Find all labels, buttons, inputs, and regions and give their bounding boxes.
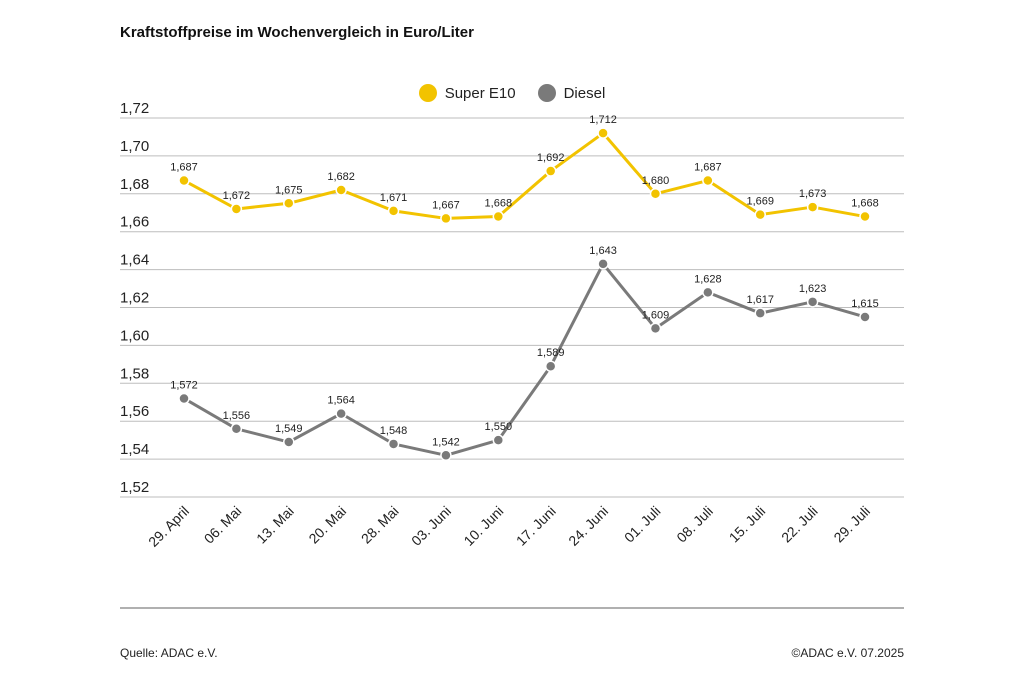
data-point-diesel <box>335 407 347 420</box>
data-label-diesel: 1,548 <box>380 425 408 437</box>
data-label-super-e10: 1,672 <box>223 190 251 202</box>
y-tick-label: 1,60 <box>120 327 149 344</box>
series-line-super-e10 <box>183 131 866 220</box>
data-label-diesel: 1,564 <box>327 395 355 407</box>
y-tick-label: 1,54 <box>120 441 149 458</box>
data-label-diesel: 1,617 <box>746 294 774 306</box>
data-point-diesel <box>859 311 871 323</box>
data-point-diesel <box>806 296 819 308</box>
y-tick-label: 1,66 <box>120 214 149 231</box>
data-label-super-e10: 1,667 <box>432 199 460 211</box>
data-label-super-e10: 1,668 <box>485 198 513 210</box>
x-tick-label: 08. Juli <box>673 503 716 546</box>
data-label-super-e10: 1,687 <box>170 162 198 174</box>
x-tick-label: 10. Juni <box>460 503 506 549</box>
data-point-diesel <box>283 436 295 448</box>
x-tick-label: 20. Mai <box>305 503 349 547</box>
y-tick-label: 1,64 <box>120 252 149 269</box>
data-label-super-e10: 1,680 <box>642 175 670 187</box>
legend-swatch-super <box>418 84 437 102</box>
data-point-diesel <box>649 322 662 335</box>
x-tick-label: 24. Juni <box>565 503 611 549</box>
y-tick-label: 1,52 <box>120 479 149 496</box>
data-point-super-e10 <box>859 210 871 223</box>
data-point-diesel <box>492 434 505 446</box>
x-tick-label: 22. Juli <box>778 503 821 546</box>
data-point-diesel <box>544 360 557 372</box>
legend-label-super: Super E10 <box>444 84 516 102</box>
data-label-diesel: 1,549 <box>275 423 303 435</box>
y-tick-label: 1,56 <box>120 403 149 420</box>
chart-title: Kraftstoffpreise im Wochenvergleich in E… <box>120 24 474 41</box>
legend-label-diesel: Diesel <box>563 84 606 102</box>
data-label-super-e10: 1,669 <box>746 196 774 208</box>
y-tick-label: 1,62 <box>120 290 149 307</box>
x-tick-label: 29. Juli <box>830 503 873 546</box>
x-tick-label: 15. Juli <box>726 503 769 546</box>
data-label-diesel: 1,643 <box>589 245 617 257</box>
data-label-super-e10: 1,687 <box>694 162 722 174</box>
data-label-diesel: 1,542 <box>432 436 460 448</box>
data-label-diesel: 1,556 <box>223 410 251 422</box>
x-tick-label: 29. April <box>145 503 192 550</box>
line-chart: 1,52 1,54 1,56 1,58 1,60 1,62 1,64 1,66 1,68 1,70… <box>120 100 904 550</box>
data-point-diesel <box>387 438 400 450</box>
data-label-super-e10: 1,668 <box>851 198 879 210</box>
data-point-super-e10 <box>387 205 400 217</box>
legend: Super E10 Diesel <box>0 84 1024 102</box>
data-label-super-e10: 1,673 <box>799 188 827 200</box>
data-point-diesel <box>230 423 243 435</box>
data-point-super-e10 <box>544 165 557 177</box>
data-label-super-e10: 1,712 <box>589 114 617 126</box>
data-point-diesel <box>597 258 609 270</box>
divider <box>120 607 904 609</box>
y-tick-label: 1,68 <box>120 176 149 193</box>
legend-item-super: Super E10 <box>418 84 516 102</box>
x-tick-label: 17. Juni <box>513 503 559 549</box>
data-label-diesel: 1,609 <box>642 309 670 321</box>
data-label-diesel: 1,589 <box>537 347 565 359</box>
data-point-super-e10 <box>178 174 190 187</box>
data-label-super-e10: 1,682 <box>327 171 355 183</box>
data-point-super-e10 <box>492 210 505 223</box>
data-point-super-e10 <box>649 188 662 200</box>
data-point-super-e10 <box>754 208 766 221</box>
data-label-diesel: 1,572 <box>170 379 198 391</box>
data-point-super-e10 <box>230 203 243 215</box>
data-label-diesel: 1,550 <box>485 421 513 433</box>
data-point-diesel <box>440 449 452 462</box>
data-point-super-e10 <box>283 197 295 210</box>
data-point-diesel <box>178 392 190 405</box>
data-point-diesel <box>702 286 714 299</box>
x-tick-label: 13. Mai <box>253 503 297 547</box>
x-tick-label: 01. Juli <box>621 503 664 546</box>
legend-swatch-diesel <box>537 84 556 102</box>
data-point-diesel <box>754 307 766 319</box>
data-point-super-e10 <box>440 212 452 225</box>
copyright-note: ©ADAC e.V. 07.2025 <box>791 646 904 660</box>
x-tick-label: 03. Juni <box>408 503 454 549</box>
series-line-diesel <box>183 262 866 457</box>
data-label-super-e10: 1,675 <box>275 184 303 196</box>
y-tick-label: 1,70 <box>120 138 149 155</box>
data-point-super-e10 <box>335 184 347 196</box>
data-point-super-e10 <box>806 201 819 213</box>
y-tick-label: 1,58 <box>120 365 149 382</box>
y-tick-label: 1,72 <box>120 100 149 117</box>
x-tick-label: 06. Mai <box>201 503 245 547</box>
data-point-super-e10 <box>702 174 714 187</box>
data-label-super-e10: 1,671 <box>380 192 408 204</box>
data-label-diesel: 1,623 <box>799 283 827 295</box>
legend-item-diesel: Diesel <box>537 84 606 102</box>
data-label-super-e10: 1,692 <box>537 152 565 164</box>
x-tick-label: 28. Mai <box>358 503 402 547</box>
data-label-diesel: 1,615 <box>851 298 879 310</box>
data-label-diesel: 1,628 <box>694 273 722 285</box>
data-point-super-e10 <box>597 127 609 139</box>
source-note: Quelle: ADAC e.V. <box>120 646 218 660</box>
